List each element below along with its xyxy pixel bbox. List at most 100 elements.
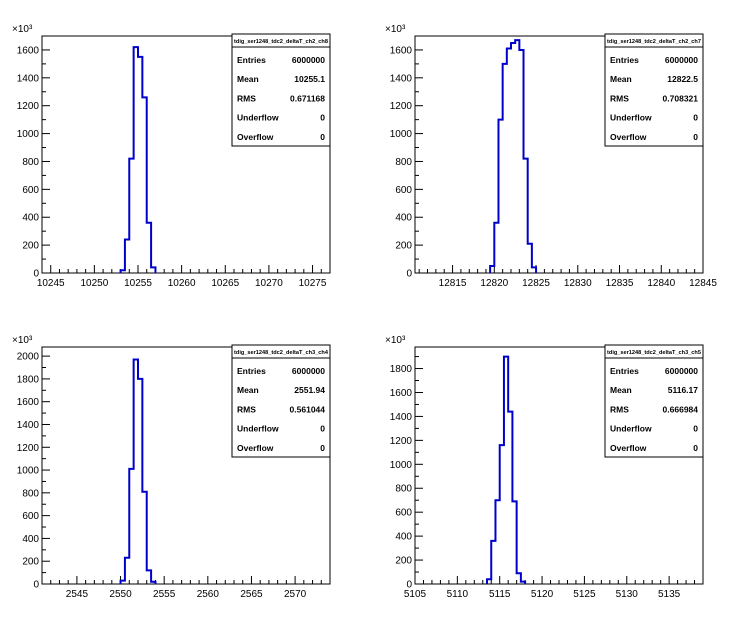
y-tick-label: 200 bbox=[395, 556, 412, 567]
y-tick-label: 1200 bbox=[17, 443, 40, 454]
stats-label: Mean bbox=[237, 74, 259, 84]
histogram-bin bbox=[138, 57, 142, 273]
x-tick-label: 10245 bbox=[37, 278, 65, 289]
y-tick-label: 1600 bbox=[390, 45, 413, 56]
stats-label: Underflow bbox=[610, 113, 652, 123]
histogram-bin bbox=[487, 579, 491, 584]
stats-label: Entries bbox=[610, 366, 639, 376]
histogram-bin bbox=[495, 500, 499, 584]
y-tick-label: 1800 bbox=[390, 364, 413, 375]
x-tick-label: 10250 bbox=[80, 278, 108, 289]
histogram-panel-3: 2545 2550 2555 2560 2565 2570 0 200 400 600 800 100… bbox=[12, 335, 331, 600]
y-tick-label: 200 bbox=[395, 241, 412, 252]
y-tick-label: 1400 bbox=[17, 420, 40, 431]
y-tick-label: 1000 bbox=[17, 466, 40, 477]
histogram-bin bbox=[490, 266, 494, 273]
y-tick-label: 200 bbox=[22, 557, 39, 568]
stats-box-frame bbox=[604, 33, 704, 147]
stats-label: Entries bbox=[237, 366, 266, 376]
x-tick-label: 10255 bbox=[124, 278, 152, 289]
stats-value: 0 bbox=[693, 443, 698, 453]
stats-label: RMS bbox=[610, 404, 629, 414]
histogram-bin bbox=[142, 492, 146, 584]
x-tick-label: 10260 bbox=[168, 278, 196, 289]
plot-frame bbox=[41, 35, 331, 274]
stats-value: 5116.17 bbox=[668, 385, 699, 395]
histogram-bin bbox=[151, 582, 155, 584]
stats-value: 0.671168 bbox=[290, 93, 325, 103]
histogram-bin bbox=[121, 270, 125, 273]
histogram-bin bbox=[125, 240, 129, 273]
stats-label: Mean bbox=[237, 385, 259, 395]
histogram-outline bbox=[489, 39, 538, 273]
y-tick-label: 1000 bbox=[17, 129, 40, 140]
y-tick-label: 400 bbox=[395, 532, 412, 543]
stats-label: Overflow bbox=[237, 443, 274, 453]
histogram-bin bbox=[129, 159, 133, 273]
histogram-bin bbox=[512, 501, 516, 584]
histogram-bin bbox=[129, 469, 133, 584]
y-tick-label: 600 bbox=[22, 185, 39, 196]
x-tick-label: 5110 bbox=[447, 589, 469, 600]
histogram-bin bbox=[125, 558, 129, 584]
plot-frame bbox=[41, 346, 331, 585]
stats-value: 0 bbox=[693, 424, 698, 434]
y-tick-label: 1000 bbox=[390, 460, 413, 471]
x-tick-label: 5130 bbox=[616, 589, 639, 600]
x-tick-label: 12835 bbox=[606, 278, 634, 289]
stats-label: Underflow bbox=[237, 424, 279, 434]
x-tick-label: 5135 bbox=[658, 589, 681, 600]
stats-box-title: tdig_ser1248_tdc2_deltaT_ch3_ch4 bbox=[234, 350, 329, 356]
stats-value: 10255.1 bbox=[294, 74, 325, 84]
stats-box-title: tdig_ser1248_tdc2_deltaT_ch3_ch5 bbox=[607, 350, 701, 356]
histogram-bin bbox=[147, 570, 151, 584]
histogram-bin bbox=[515, 40, 519, 273]
histogram-bin bbox=[508, 412, 512, 584]
stats-value: 0 bbox=[320, 443, 325, 453]
x-tick-label: 10270 bbox=[255, 278, 283, 289]
x-tick-label: 12825 bbox=[522, 278, 550, 289]
y-tick-label: 0 bbox=[33, 269, 39, 280]
y-tick-label: 1600 bbox=[17, 45, 40, 56]
y-tick-label: 800 bbox=[22, 488, 39, 499]
histogram-panel-4: 5105 5110 5115 5120 5125 5130 5135 0 200 400 600 80… bbox=[385, 335, 704, 600]
y-tick-label: 800 bbox=[22, 157, 39, 168]
histogram-bin bbox=[491, 541, 495, 584]
histogram-bin bbox=[494, 223, 498, 273]
stats-value: 6000000 bbox=[665, 366, 698, 376]
histogram-bin bbox=[528, 244, 532, 273]
y-multiplier-label: ×10³ bbox=[385, 24, 406, 35]
stats-value: 0.666984 bbox=[663, 404, 699, 414]
histogram-bin bbox=[151, 267, 155, 273]
y-tick-label: 400 bbox=[395, 213, 412, 224]
y-tick-label: 600 bbox=[22, 511, 39, 522]
histogram-bin bbox=[519, 50, 523, 273]
y-tick-label: 1600 bbox=[17, 397, 40, 408]
x-tick-label: 5105 bbox=[404, 589, 427, 600]
stats-value: 0 bbox=[693, 113, 698, 123]
x-tick-label: 5115 bbox=[489, 589, 511, 600]
x-tick-label: 2555 bbox=[153, 589, 176, 600]
stats-label: Entries bbox=[237, 55, 266, 65]
y-tick-label: 1400 bbox=[17, 73, 40, 84]
y-tick-label: 0 bbox=[406, 269, 412, 280]
stats-box-frame bbox=[604, 344, 704, 458]
x-tick-label: 5125 bbox=[573, 589, 596, 600]
stats-box-title: tdig_ser1248_tdc2_deltaT_ch2_ch8 bbox=[234, 39, 328, 45]
x-tick-label: 12820 bbox=[480, 278, 508, 289]
stats-box: tdig_ser1248_tdc2_deltaT_ch2_ch7 Entries 6… bbox=[604, 33, 704, 147]
x-tick-label: 2570 bbox=[284, 589, 307, 600]
stats-value: 2551.94 bbox=[294, 385, 325, 395]
y-multiplier-label: ×10³ bbox=[12, 335, 33, 346]
stats-label: Entries bbox=[610, 55, 639, 65]
x-tick-label: 12815 bbox=[439, 278, 467, 289]
histogram-bin bbox=[532, 267, 536, 273]
stats-label: Mean bbox=[610, 74, 632, 84]
histogram-outline bbox=[119, 46, 157, 273]
y-multiplier-label: ×10³ bbox=[385, 335, 406, 346]
y-tick-label: 200 bbox=[22, 241, 39, 252]
x-tick-label: 12840 bbox=[647, 278, 675, 289]
x-tick-label: 5120 bbox=[531, 589, 554, 600]
x-tick-label: 12845 bbox=[689, 278, 717, 289]
